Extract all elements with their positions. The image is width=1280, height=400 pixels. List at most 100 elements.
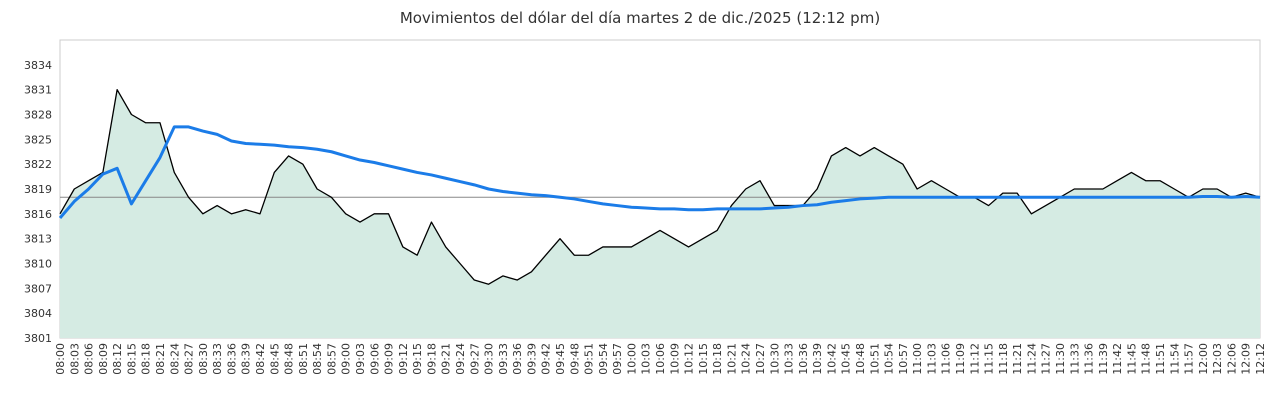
x-tick-label: 10:30	[768, 343, 781, 375]
x-tick-label: 10:06	[654, 343, 667, 375]
x-tick-label: 10:03	[640, 343, 653, 375]
x-tick-label: 09:51	[583, 343, 596, 375]
y-tick-label: 3816	[24, 208, 52, 221]
y-tick-label: 3822	[24, 158, 52, 171]
x-tick-label: 11:09	[954, 343, 967, 375]
x-tick-label: 10:48	[854, 343, 867, 375]
x-axis: 08:00 08:03 08:06 08:09 08:12 08:15 08:18 08:21…	[54, 343, 1267, 375]
x-tick-label: 12:06	[1225, 343, 1238, 375]
x-tick-label: 10:09	[668, 343, 681, 375]
x-tick-label: 09:15	[411, 343, 424, 375]
chart-title: Movimientos del dólar del día martes 2 d…	[400, 9, 880, 27]
x-tick-label: 10:36	[797, 343, 810, 375]
x-tick-label: 08:45	[268, 343, 281, 375]
price-fill-layer	[60, 89, 1260, 338]
x-tick-label: 11:39	[1097, 343, 1110, 375]
x-tick-label: 09:24	[454, 343, 467, 375]
x-tick-label: 09:03	[354, 343, 367, 375]
x-tick-label: 09:33	[497, 343, 510, 375]
average-line-layer	[58, 125, 1261, 219]
x-tick-label: 11:00	[911, 343, 924, 375]
y-tick-label: 3831	[24, 84, 52, 97]
x-tick-label: 09:36	[511, 343, 524, 375]
x-tick-label: 11:15	[983, 343, 996, 375]
x-tick-label: 08:36	[225, 343, 238, 375]
x-tick-label: 08:54	[311, 343, 324, 375]
x-tick-label: 11:03	[925, 343, 938, 375]
x-tick-label: 10:12	[683, 343, 696, 375]
x-tick-label: 11:24	[1025, 343, 1038, 375]
x-tick-label: 12:00	[1197, 343, 1210, 375]
x-tick-label: 08:21	[154, 343, 167, 375]
x-tick-label: 10:39	[811, 343, 824, 375]
y-tick-label: 3801	[24, 332, 52, 345]
x-tick-label: 11:12	[968, 343, 981, 375]
x-tick-label: 08:24	[168, 343, 181, 375]
y-tick-label: 3810	[24, 258, 52, 271]
y-tick-label: 3828	[24, 109, 52, 122]
y-axis: 3801 3804 3807 3810 3813 3816 3819 3822 3825 3828…	[24, 59, 52, 345]
x-tick-label: 11:27	[1040, 343, 1053, 375]
x-tick-label: 11:48	[1140, 343, 1153, 375]
x-tick-label: 08:57	[325, 343, 338, 375]
x-tick-label: 08:30	[197, 343, 210, 375]
x-tick-label: 09:30	[483, 343, 496, 375]
y-tick-label: 3807	[24, 282, 52, 295]
x-tick-label: 09:06	[368, 343, 381, 375]
y-tick-label: 3819	[24, 183, 52, 196]
x-tick-label: 08:51	[297, 343, 310, 375]
x-tick-label: 11:57	[1183, 343, 1196, 375]
average-line	[58, 125, 1261, 219]
x-tick-label: 11:33	[1068, 343, 1081, 375]
x-tick-label: 10:54	[883, 343, 896, 375]
x-tick-label: 10:21	[725, 343, 738, 375]
x-tick-label: 08:33	[211, 343, 224, 375]
x-tick-label: 09:54	[597, 343, 610, 375]
price-area-fill	[60, 89, 1260, 338]
x-tick-label: 11:54	[1168, 343, 1181, 375]
x-tick-label: 12:09	[1240, 343, 1253, 375]
x-tick-label: 11:30	[1054, 343, 1067, 375]
x-tick-label: 08:39	[240, 343, 253, 375]
x-tick-label: 10:42	[825, 343, 838, 375]
x-tick-label: 10:15	[697, 343, 710, 375]
x-tick-label: 08:27	[183, 343, 196, 375]
x-tick-label: 10:51	[868, 343, 881, 375]
x-tick-label: 11:06	[940, 343, 953, 375]
x-tick-label: 08:15	[125, 343, 138, 375]
x-tick-label: 09:48	[568, 343, 581, 375]
x-tick-label: 09:39	[525, 343, 538, 375]
y-tick-label: 3804	[24, 307, 52, 320]
x-tick-label: 11:45	[1125, 343, 1138, 375]
x-tick-label: 11:36	[1083, 343, 1096, 375]
x-tick-label: 09:57	[611, 343, 624, 375]
x-tick-label: 08:42	[254, 343, 267, 375]
x-tick-label: 09:21	[440, 343, 453, 375]
x-tick-label: 08:00	[54, 343, 67, 375]
x-tick-label: 08:09	[97, 343, 110, 375]
x-tick-label: 08:12	[111, 343, 124, 375]
x-tick-label: 08:06	[83, 343, 96, 375]
x-tick-label: 10:18	[711, 343, 724, 375]
x-tick-label: 09:42	[540, 343, 553, 375]
x-tick-label: 10:27	[754, 343, 767, 375]
x-tick-label: 11:42	[1111, 343, 1124, 375]
y-tick-label: 3825	[24, 133, 52, 146]
x-tick-label: 12:03	[1211, 343, 1224, 375]
x-tick-label: 10:00	[625, 343, 638, 375]
x-tick-label: 09:09	[383, 343, 396, 375]
x-tick-label: 11:21	[1011, 343, 1024, 375]
x-tick-label: 08:48	[283, 343, 296, 375]
x-tick-label: 10:57	[897, 343, 910, 375]
x-tick-label: 10:45	[840, 343, 853, 375]
x-tick-label: 09:00	[340, 343, 353, 375]
x-tick-label: 09:27	[468, 343, 481, 375]
x-tick-label: 12:12	[1254, 343, 1267, 375]
x-tick-label: 08:18	[140, 343, 153, 375]
x-tick-label: 10:33	[783, 343, 796, 375]
x-tick-label: 10:24	[740, 343, 753, 375]
x-tick-label: 08:03	[68, 343, 81, 375]
x-tick-label: 09:45	[554, 343, 567, 375]
x-tick-label: 11:51	[1154, 343, 1167, 375]
